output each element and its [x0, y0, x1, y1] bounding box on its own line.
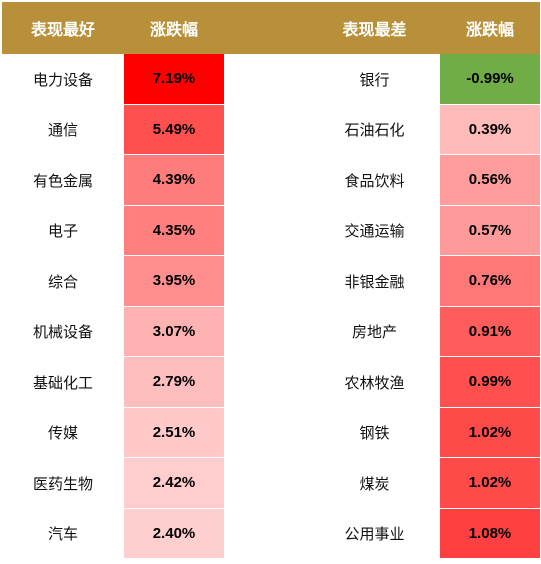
worst-industry-change: 0.56%	[440, 155, 540, 206]
best-industry-name: 通信	[47, 121, 78, 140]
row-spacer	[224, 509, 309, 560]
best-industry-change: 3.07%	[124, 306, 224, 357]
worst-industry-name: 公用事业	[344, 525, 405, 544]
best-industry-name: 有色金属	[32, 171, 93, 190]
worst-industry-change: 0.91%	[440, 306, 540, 357]
best-industry-name: 电子	[47, 222, 78, 241]
worst-industry-name: 煤炭	[359, 474, 390, 493]
table-row: 传媒 2.51% 钢铁 1.02%	[2, 407, 540, 459]
worst-industry-name: 房地产	[351, 323, 397, 342]
row-spacer	[224, 458, 309, 509]
row-spacer	[224, 408, 309, 459]
worst-industry-change: 0.39%	[440, 104, 540, 155]
best-industry-change: 4.35%	[124, 205, 224, 256]
best-industry-change: 5.49%	[124, 104, 224, 155]
best-industry-change: 4.39%	[124, 155, 224, 206]
table-row: 基础化工 2.79% 农林牧渔 0.99%	[2, 357, 540, 408]
table-row: 有色金属 4.39% 食品饮料 0.56%	[2, 155, 540, 206]
table-row: 电力设备 7.19% 银行 -0.99%	[2, 54, 540, 105]
worst-industry-change: 1.08%	[440, 508, 540, 559]
worst-industry-change: 0.76%	[440, 256, 540, 307]
best-industry-change: 2.42%	[124, 458, 224, 509]
table-row: 电子 4.35% 交通运输 0.57%	[2, 205, 540, 257]
best-industry-change: 2.51%	[124, 407, 224, 458]
worst-industry-change: 1.02%	[440, 458, 540, 509]
best-industry-name: 电力设备	[32, 70, 93, 89]
worst-industry-change: -0.99%	[440, 54, 540, 105]
best-industry-name: 机械设备	[32, 323, 93, 342]
row-spacer	[224, 256, 309, 307]
best-industry-name: 医药生物	[32, 474, 93, 493]
best-industry-name: 汽车	[47, 525, 78, 544]
table-row: 医药生物 2.42% 煤炭 1.02%	[2, 458, 540, 509]
best-industry-name: 基础化工	[32, 373, 93, 392]
table-header: 表现最好 涨跌幅 表现最差 涨跌幅	[2, 2, 540, 54]
worst-industry-change: 0.57%	[440, 205, 540, 256]
table-row: 汽车 2.40% 公用事业 1.08%	[2, 508, 540, 560]
table-body: 电力设备 7.19% 银行 -0.99% 通信 5.49% 石油石化 0.39% 有色金属 4.3…	[2, 54, 540, 559]
worst-industry-name: 石油石化	[344, 121, 405, 140]
best-performers-header: 表现最好	[30, 20, 95, 39]
worst-industry-change: 0.99%	[440, 357, 540, 408]
best-industry-change: 2.79%	[124, 357, 224, 408]
worst-industry-name: 非银金融	[344, 272, 405, 291]
worst-performers-header: 表现最差	[342, 20, 407, 39]
best-industry-change: 7.19%	[124, 54, 224, 105]
table-row: 通信 5.49% 石油石化 0.39%	[2, 104, 540, 156]
worst-industry-name: 交通运输	[344, 222, 405, 241]
table-row: 综合 3.95% 非银金融 0.76%	[2, 256, 540, 307]
worst-change-header: 涨跌幅	[465, 20, 514, 39]
row-spacer	[224, 307, 309, 358]
row-spacer	[224, 105, 309, 156]
table-row: 机械设备 3.07% 房地产 0.91%	[2, 306, 540, 358]
row-spacer	[224, 155, 309, 206]
best-change-header: 涨跌幅	[149, 20, 198, 39]
best-industry-name: 综合	[47, 272, 78, 291]
row-spacer	[224, 206, 309, 257]
best-industry-change: 2.40%	[124, 508, 224, 559]
row-spacer	[224, 54, 309, 105]
worst-industry-change: 1.02%	[440, 407, 540, 458]
worst-industry-name: 农林牧渔	[344, 373, 405, 392]
worst-industry-name: 食品饮料	[344, 171, 405, 190]
worst-industry-name: 银行	[359, 70, 390, 89]
worst-industry-name: 钢铁	[359, 424, 390, 443]
row-spacer	[224, 357, 309, 408]
best-industry-change: 3.95%	[124, 256, 224, 307]
best-industry-name: 传媒	[47, 424, 78, 443]
